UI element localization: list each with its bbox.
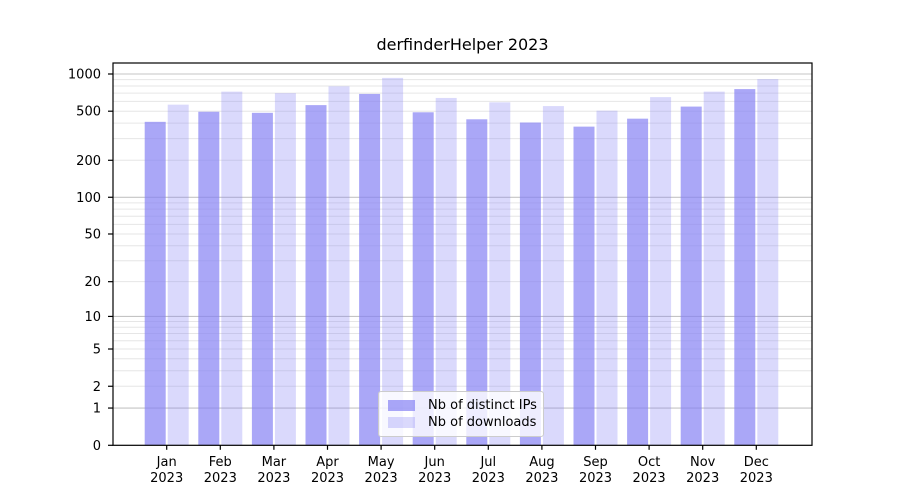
legend-label-distinct-ips: Nb of distinct IPs bbox=[428, 398, 537, 413]
x-tick-label-year: 2023 bbox=[525, 471, 558, 486]
x-tick-label-year: 2023 bbox=[579, 471, 612, 486]
x-tick-label-year: 2023 bbox=[686, 471, 719, 486]
x-tick-label-year: 2023 bbox=[204, 471, 237, 486]
y-tick-label: 100 bbox=[76, 191, 101, 206]
y-tick-label: 500 bbox=[76, 105, 101, 120]
x-tick-label-year: 2023 bbox=[257, 471, 290, 486]
bar-distinct-ips-apr bbox=[305, 105, 327, 446]
x-tick-label-year: 2023 bbox=[365, 471, 398, 486]
x-tick-label-year: 2023 bbox=[418, 471, 451, 486]
x-tick-label-year: 2023 bbox=[633, 471, 666, 486]
x-tick-label-month: Sep bbox=[583, 455, 608, 470]
x-tick-label-year: 2023 bbox=[311, 471, 344, 486]
x-tick-label-year: 2023 bbox=[740, 471, 773, 486]
legend-label-downloads: Nb of downloads bbox=[428, 415, 537, 430]
bar-downloads-nov bbox=[703, 91, 725, 446]
legend-swatch-distinct-ips bbox=[388, 400, 415, 411]
bar-downloads-aug bbox=[542, 106, 564, 446]
x-tick-label-month: Nov bbox=[690, 455, 716, 470]
bar-downloads-apr bbox=[328, 86, 350, 446]
x-tick-label-month: Feb bbox=[209, 455, 232, 470]
bar-distinct-ips-feb bbox=[198, 111, 220, 446]
bar-downloads-jul bbox=[489, 102, 511, 446]
y-tick-label: 10 bbox=[84, 310, 101, 325]
x-tick-label-month: Mar bbox=[262, 455, 287, 470]
x-tick-label-month: Jun bbox=[424, 455, 445, 470]
x-tick-label-month: May bbox=[368, 455, 395, 470]
bar-distinct-ips-jun bbox=[412, 112, 434, 446]
x-tick-label-year: 2023 bbox=[150, 471, 183, 486]
bar-distinct-ips-oct bbox=[627, 118, 649, 446]
bar-downloads-oct bbox=[650, 97, 672, 446]
y-tick-label: 200 bbox=[76, 154, 101, 169]
bar-distinct-ips-jul bbox=[466, 119, 488, 446]
y-tick-label: 5 bbox=[93, 343, 101, 358]
bar-downloads-jan bbox=[167, 104, 189, 446]
y-tick-label: 1000 bbox=[68, 68, 101, 83]
bar-distinct-ips-dec bbox=[734, 89, 756, 446]
bar-distinct-ips-nov bbox=[680, 106, 702, 446]
bar-downloads-mar bbox=[274, 93, 296, 446]
legend-item-downloads: Nb of downloads bbox=[388, 415, 537, 430]
bar-distinct-ips-sep bbox=[573, 126, 595, 446]
y-tick-label: 20 bbox=[84, 275, 101, 290]
chart-title: derfinderHelper 2023 bbox=[376, 35, 549, 54]
legend: Nb of distinct IPs Nb of downloads bbox=[378, 391, 544, 437]
y-tick-label: 0 bbox=[93, 439, 101, 454]
bar-downloads-dec bbox=[757, 79, 779, 446]
plot-frame bbox=[112, 62, 813, 446]
bar-distinct-ips-may bbox=[359, 93, 381, 446]
x-tick-label-month: Jan bbox=[156, 455, 177, 470]
bar-distinct-ips-aug bbox=[519, 122, 541, 446]
y-tick-label: 2 bbox=[93, 380, 101, 395]
y-tick-label: 1 bbox=[93, 402, 101, 417]
bar-downloads-jun bbox=[435, 97, 457, 446]
bar-distinct-ips-jan bbox=[144, 121, 166, 446]
x-tick-label-month: Apr bbox=[316, 455, 339, 470]
x-tick-label-month: Dec bbox=[744, 455, 769, 470]
x-tick-label-month: Jul bbox=[479, 455, 496, 470]
x-tick-label-year: 2023 bbox=[472, 471, 505, 486]
bar-distinct-ips-mar bbox=[251, 112, 273, 446]
bar-downloads-feb bbox=[221, 91, 243, 446]
legend-swatch-downloads bbox=[388, 417, 415, 428]
bar-downloads-sep bbox=[596, 110, 618, 446]
bar-downloads-may bbox=[382, 77, 404, 446]
y-tick-label: 50 bbox=[84, 227, 101, 242]
x-tick-label-month: Aug bbox=[529, 455, 554, 470]
x-tick-label-month: Oct bbox=[638, 455, 660, 470]
legend-item-distinct-ips: Nb of distinct IPs bbox=[388, 398, 537, 413]
